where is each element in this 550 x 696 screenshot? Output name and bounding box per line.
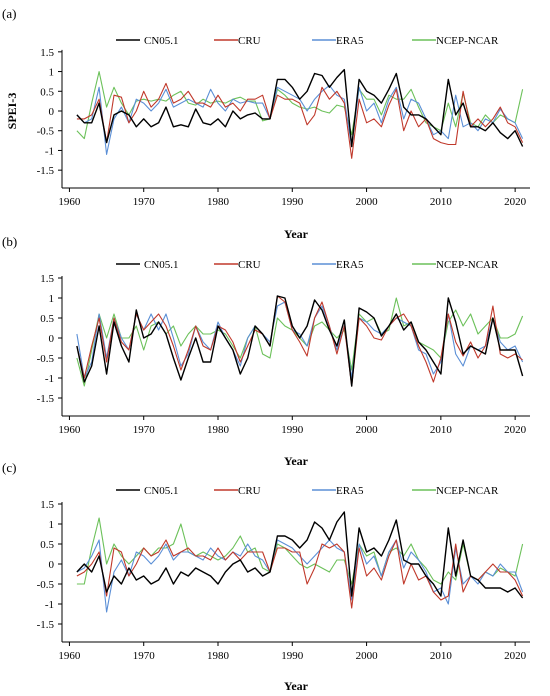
series-line-era5: [76, 301, 524, 379]
series-line-cn05-1: [76, 68, 524, 148]
legend-label: ERA5: [336, 259, 364, 271]
x-tick-label: 2010: [430, 424, 453, 436]
x-tick-label: 2000: [356, 650, 379, 662]
y-tick-label: 1.5: [40, 273, 54, 285]
legend-label: CN05.1: [144, 35, 179, 47]
series-line-cru: [76, 539, 524, 609]
x-tick-label: 1970: [133, 196, 156, 208]
legend-label: CRU: [238, 259, 261, 271]
series-line-era5: [76, 539, 524, 613]
series-line-cru: [76, 295, 523, 387]
y-tick-label: -1: [45, 373, 54, 385]
x-tick-label: 1980: [207, 196, 230, 208]
legend-label: CRU: [238, 485, 261, 497]
y-tick-label: 0: [49, 333, 55, 345]
y-tick-label: -1.5: [37, 619, 55, 631]
y-tick-label: 0: [49, 106, 55, 118]
y-tick-label: 1: [49, 519, 55, 531]
y-tick-label: 0.5: [40, 313, 54, 325]
x-tick-label: 1970: [133, 650, 156, 662]
panel-label: (c): [2, 460, 16, 475]
x-tick-label: 1980: [207, 424, 230, 436]
x-tick-label: 2000: [356, 424, 379, 436]
x-axis-title: Year: [284, 227, 309, 241]
chart-panel-2: (b) 1.5 1 0.5 0 -0.5 -1 -1.5 1960 1970 1980 1990 200…: [2, 234, 530, 468]
x-tick-label: 2000: [356, 196, 379, 208]
y-tick-label: 0: [49, 559, 55, 571]
series-line-ncep-ncar: [76, 71, 524, 140]
y-tick-label: -0.5: [37, 126, 55, 138]
x-tick-label: 1980: [207, 650, 230, 662]
x-tick-label: 2020: [504, 650, 527, 662]
legend-label: NCEP-NCAR: [436, 259, 499, 271]
y-tick-label: -1: [45, 599, 54, 611]
y-tick-label: 0.5: [40, 539, 54, 551]
x-tick-label: 2020: [504, 424, 527, 436]
x-axis-title: Year: [284, 679, 309, 693]
x-tick-label: 1990: [281, 424, 304, 436]
x-tick-label: 1960: [58, 424, 81, 436]
legend-label: NCEP-NCAR: [436, 35, 499, 47]
x-tick-label: 1960: [58, 196, 81, 208]
y-tick-label: -1.5: [37, 393, 55, 405]
y-tick-label: -0.5: [37, 579, 55, 591]
series-line-cru: [76, 82, 524, 159]
chart-panel-1: (a) 1.5 1 0.5 0 -0.5 -1 -1.5 1960 1970 1980 1990 200…: [2, 6, 530, 241]
y-tick-label: 1: [49, 293, 55, 305]
legend-label: NCEP-NCAR: [436, 485, 499, 497]
x-tick-label: 2010: [430, 196, 453, 208]
y-tick-label: 0.5: [40, 86, 54, 98]
y-tick-label: 1.5: [40, 47, 54, 59]
legend-label: CN05.1: [144, 259, 179, 271]
panel-label: (b): [2, 234, 17, 249]
x-tick-label: 2010: [430, 650, 453, 662]
series-line-cn05-1: [76, 295, 524, 387]
legend-label: ERA5: [336, 485, 364, 497]
y-tick-label: -0.5: [37, 353, 55, 365]
chart-panel-3: (c) 1.5 1 0.5 0 -0.5 -1 -1.5 1960 1970 1980 1990 200…: [2, 460, 530, 693]
series-line-cn05-1: [76, 511, 524, 599]
y-tick-label: -1.5: [37, 165, 55, 177]
panel-label: (a): [2, 6, 16, 21]
y-tick-label: -1: [45, 145, 54, 157]
x-axis-title: Year: [284, 454, 309, 468]
x-tick-label: 1960: [58, 650, 81, 662]
y-tick-label: 1: [49, 67, 55, 79]
y-tick-label: 1.5: [40, 499, 54, 511]
x-tick-label: 2020: [504, 196, 527, 208]
x-tick-label: 1990: [281, 650, 304, 662]
x-tick-label: 1970: [133, 424, 156, 436]
x-tick-label: 1990: [281, 196, 304, 208]
legend-label: CRU: [238, 35, 261, 47]
legend-label: CN05.1: [144, 485, 179, 497]
legend-label: ERA5: [336, 35, 364, 47]
y-axis-title: SPEI-3: [5, 93, 19, 130]
